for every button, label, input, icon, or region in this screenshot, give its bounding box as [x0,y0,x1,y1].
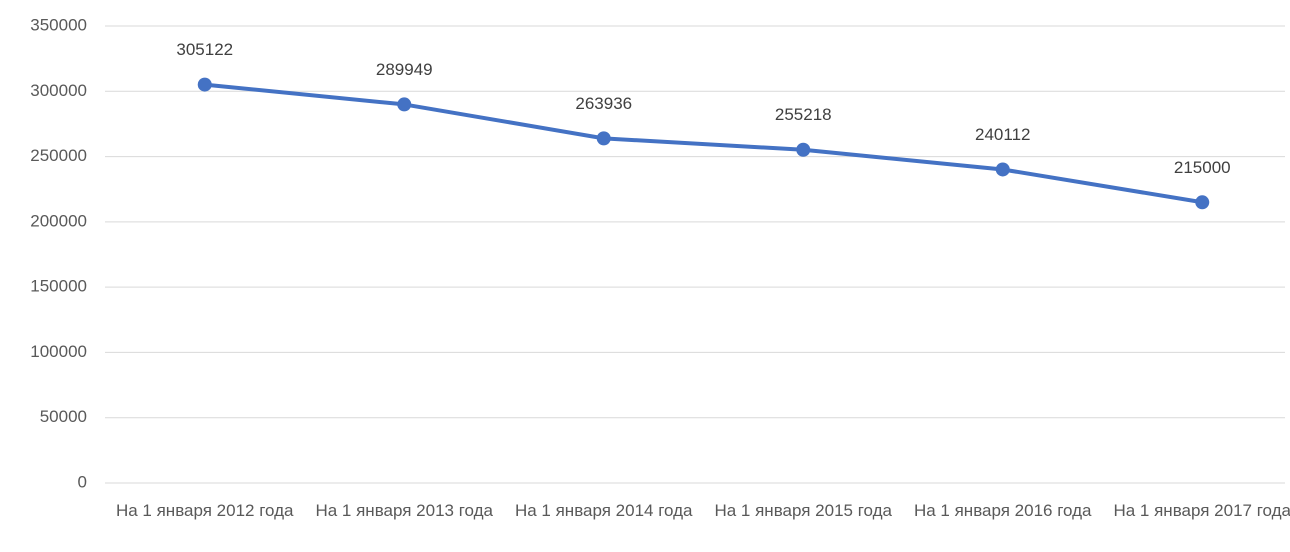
y-tick-label: 100000 [30,342,87,361]
point [796,142,811,157]
y-tick-label: 200000 [30,211,87,230]
data-label: 289949 [376,60,433,79]
y-tick-label: 250000 [30,146,87,165]
point [596,131,611,146]
x-tick-label: На 1 января 2015 года [714,501,893,520]
y-tick-label: 350000 [30,15,87,34]
data-label: 255218 [775,105,832,124]
y-tick-label: 150000 [30,277,87,296]
x-tick-label: На 1 января 2017 года [1113,501,1290,520]
line [204,82,1203,205]
point [1195,195,1210,210]
x-tick-label: На 1 января 2014 года [514,501,693,520]
x-tick-label: На 1 января 2012 года [115,501,294,520]
data-label: 240112 [975,125,1030,144]
point [397,97,412,112]
point [995,162,1010,177]
y-tick-label: 0 [78,472,87,491]
y-tick-label: 50000 [40,407,87,426]
point [197,77,212,92]
x-tick-label: На 1 января 2013 года [315,501,494,520]
data-label: 215000 [1174,158,1231,177]
data-label: 263936 [575,94,632,113]
y-tick-label: 300000 [30,81,87,100]
data-label: 305122 [176,40,233,59]
x-tick-label: На 1 января 2016 года [913,501,1092,520]
